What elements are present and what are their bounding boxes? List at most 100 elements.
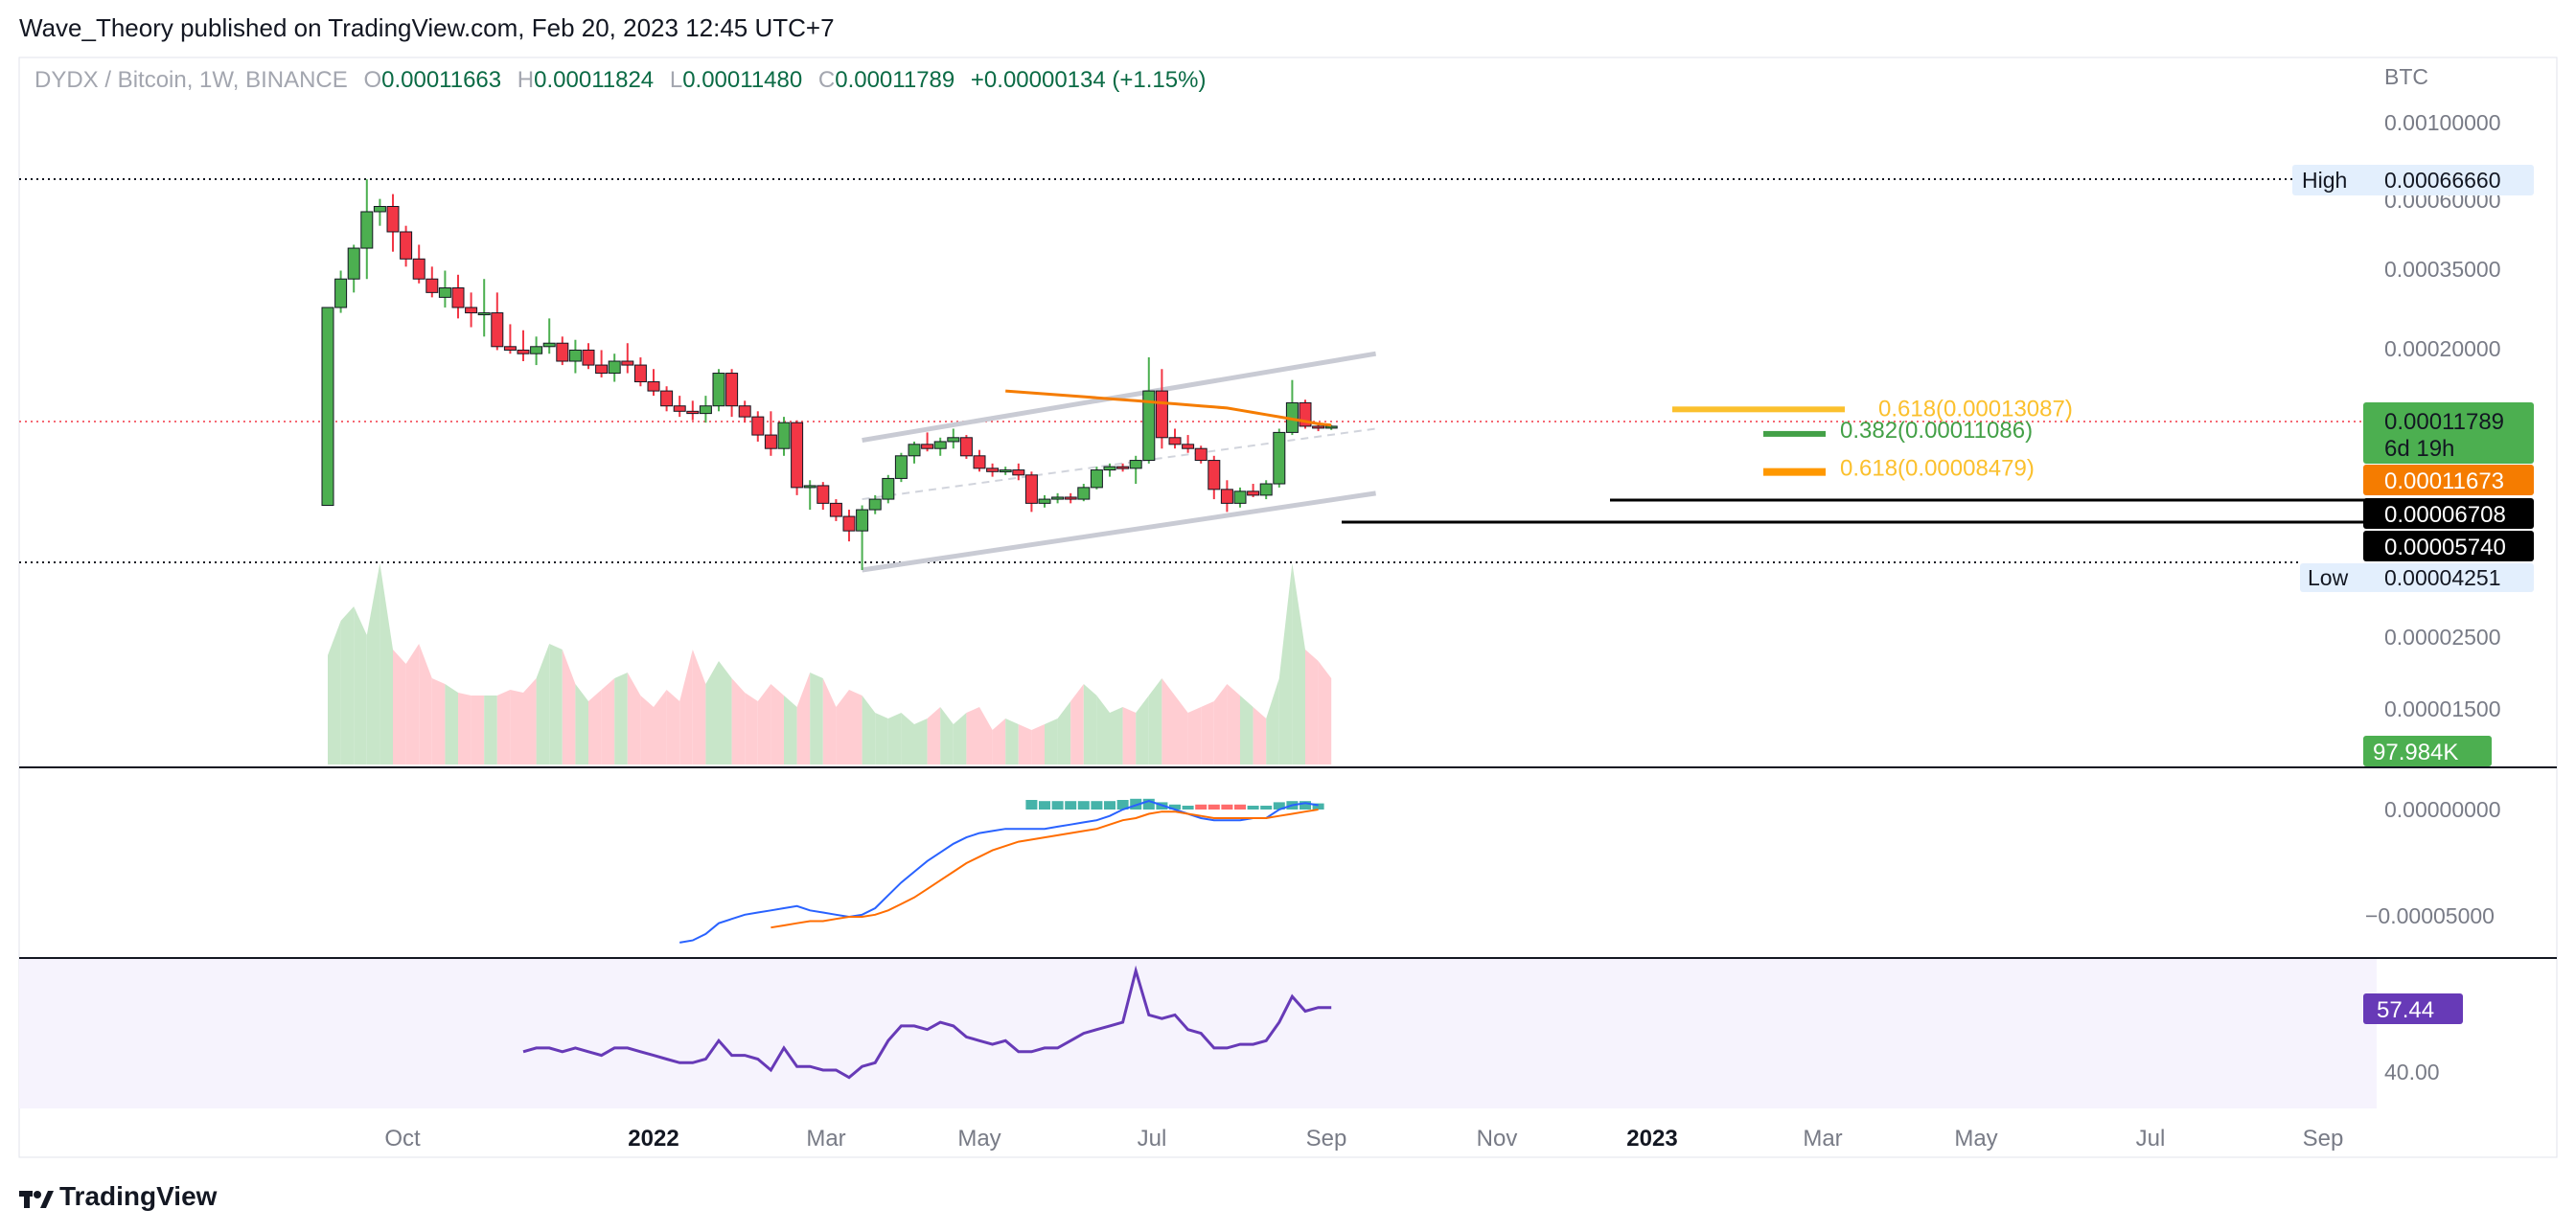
macd-hist-bar — [1077, 801, 1090, 810]
candle — [1208, 455, 1221, 500]
volume-segment — [640, 696, 654, 764]
macd-axis-tick: 0.00000000 — [2384, 797, 2501, 822]
time-axis-tick: May — [957, 1126, 1000, 1152]
chart-frame — [18, 57, 2558, 1158]
volume-segment — [1110, 707, 1123, 764]
countdown-label: 6d 19h — [2384, 436, 2454, 462]
candle — [882, 474, 895, 504]
candle — [1038, 494, 1051, 508]
low-label-text: Low — [2308, 565, 2349, 590]
volume-segment — [822, 678, 837, 764]
volume-axis-tick: 0.00002500 — [2384, 625, 2501, 650]
candle-body — [1077, 487, 1091, 500]
volume-segment — [419, 644, 432, 764]
volume-group — [328, 563, 1332, 764]
candle — [1273, 428, 1286, 488]
volume-segment — [862, 696, 876, 764]
candle — [673, 396, 686, 418]
candle-body — [947, 437, 960, 443]
macd-hist-bar — [1169, 804, 1181, 810]
tradingview-footer[interactable]: TradingView — [19, 1181, 217, 1212]
candle — [725, 369, 739, 418]
volume-segment — [627, 673, 641, 764]
time-axis-tick: Jul — [2136, 1126, 2166, 1152]
channel-mid-line — [862, 427, 1376, 501]
candle — [334, 270, 348, 313]
time-axis-tick: Nov — [1477, 1126, 1518, 1152]
low-key: L — [669, 67, 683, 93]
candle — [1324, 424, 1338, 430]
rsi-line — [522, 965, 1332, 1080]
candle — [412, 244, 426, 284]
volume-segment — [340, 606, 355, 764]
candle — [621, 343, 634, 374]
candle — [556, 336, 569, 366]
volume-segment — [549, 644, 563, 764]
tradingview-brand: TradingView — [59, 1181, 218, 1211]
volume-segment — [601, 678, 615, 764]
candle-body — [791, 422, 804, 489]
candle — [1116, 463, 1130, 472]
channel-upper-line — [862, 351, 1377, 444]
candle-body — [321, 307, 334, 507]
symbol-label[interactable]: DYDX / Bitcoin, 1W, BINANCE — [34, 67, 348, 93]
candle-body — [1273, 431, 1286, 485]
volume-segment — [654, 690, 667, 764]
candle-body — [412, 258, 426, 280]
volume-segment — [1018, 724, 1032, 764]
high-key: H — [517, 67, 535, 93]
volume-segment — [992, 719, 1006, 764]
candle-body — [1312, 425, 1325, 429]
volume-segment — [458, 693, 472, 764]
close-value: 0.00011789 — [835, 67, 955, 93]
macd-hist-bar — [1208, 804, 1220, 810]
rsi-last-bg — [2363, 993, 2463, 1024]
macd-hist-bar — [1025, 800, 1038, 810]
candle-body — [347, 247, 360, 280]
candle — [1299, 399, 1312, 429]
support-2-bg — [2363, 531, 2534, 561]
volume-segment — [354, 606, 367, 764]
candle-body — [1208, 460, 1221, 491]
volume-segment — [953, 713, 967, 764]
volume-segment — [614, 673, 628, 764]
volume-segment — [719, 661, 732, 764]
volume-segment — [588, 690, 602, 764]
candle-body — [1103, 466, 1116, 471]
volume-segment — [1187, 707, 1202, 764]
candle-body — [1220, 489, 1233, 504]
change-value: +0.00000134 (+1.15%) — [970, 67, 1207, 93]
candle — [568, 339, 582, 374]
macd-hist-bar — [1051, 801, 1064, 810]
candle — [373, 198, 386, 226]
volume-segment — [875, 713, 888, 764]
volume-segment — [770, 684, 784, 764]
price-axis-tick: 0.00100000 — [2384, 110, 2501, 135]
volume-segment — [1305, 650, 1319, 764]
open-key: O — [363, 67, 382, 93]
volume-segment — [705, 661, 719, 764]
volume-segment — [849, 690, 862, 764]
candle — [856, 505, 869, 571]
macd-hist-bar — [1247, 806, 1259, 810]
time-axis-tick: Sep — [1306, 1126, 1347, 1152]
candle-body — [973, 455, 986, 469]
candle — [816, 482, 830, 511]
macd-hist-bar — [1312, 803, 1324, 810]
candle-body — [556, 342, 569, 362]
candle-body — [1090, 469, 1103, 489]
volume-segment — [901, 713, 914, 764]
high-label-value: 0.00066660 — [2384, 168, 2501, 193]
fib-label-618-lower: 0.618(0.00008479) — [1840, 456, 2035, 482]
candle — [1090, 467, 1103, 490]
volume-last-value: 97.984K — [2373, 740, 2458, 765]
open-value: 0.00011663 — [381, 67, 502, 93]
volume-segment — [510, 690, 523, 764]
candle-body — [751, 416, 765, 436]
candle — [595, 350, 609, 377]
candle — [894, 452, 908, 483]
volume-segment — [1253, 707, 1267, 764]
macd-hist-bar — [1130, 798, 1142, 810]
price-chart[interactable]: BTC0.001000000.000600000.000350000.00020… — [0, 0, 2576, 1178]
candle-body — [633, 364, 647, 383]
